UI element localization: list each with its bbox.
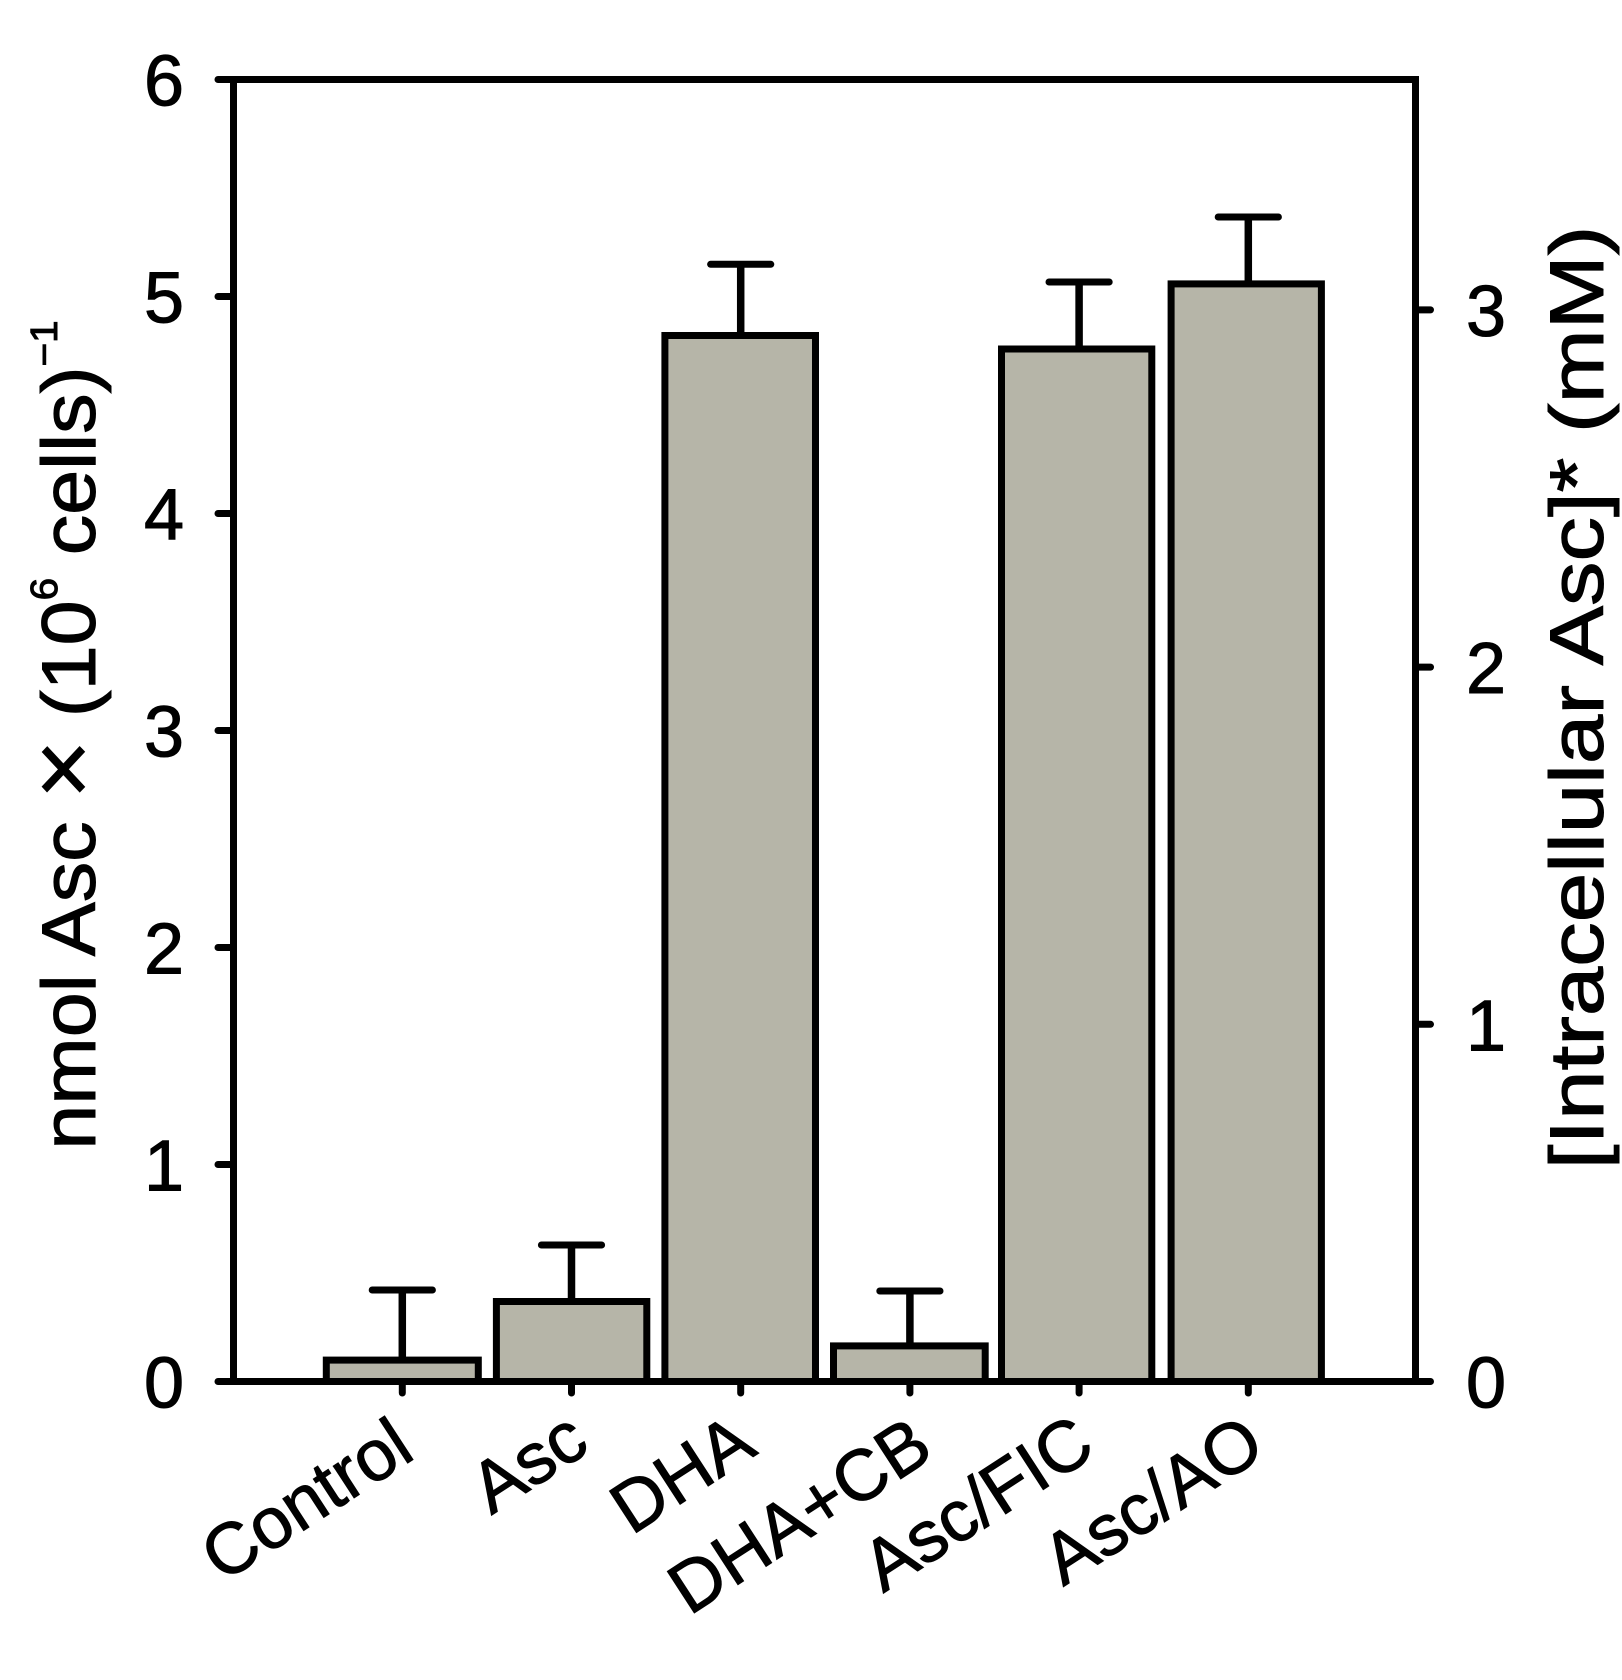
- svg-text:3: 3: [144, 693, 184, 773]
- svg-text:2: 2: [1466, 629, 1506, 709]
- svg-text:0: 0: [1466, 1344, 1506, 1424]
- svg-text:4: 4: [144, 476, 184, 556]
- svg-text:0: 0: [144, 1344, 184, 1424]
- svg-text:nmol Asc × (106 cells)−1: nmol Asc × (106 cells)−1: [9, 320, 115, 1149]
- svg-text:5: 5: [144, 259, 184, 339]
- svg-text:2: 2: [144, 910, 184, 990]
- svg-text:1: 1: [1466, 986, 1506, 1066]
- svg-text:3: 3: [1466, 272, 1506, 352]
- svg-text:1: 1: [144, 1127, 184, 1207]
- svg-text:6: 6: [144, 42, 184, 122]
- svg-text:[Intracellular Asc]* (mM): [Intracellular Asc]* (mM): [1534, 226, 1619, 1170]
